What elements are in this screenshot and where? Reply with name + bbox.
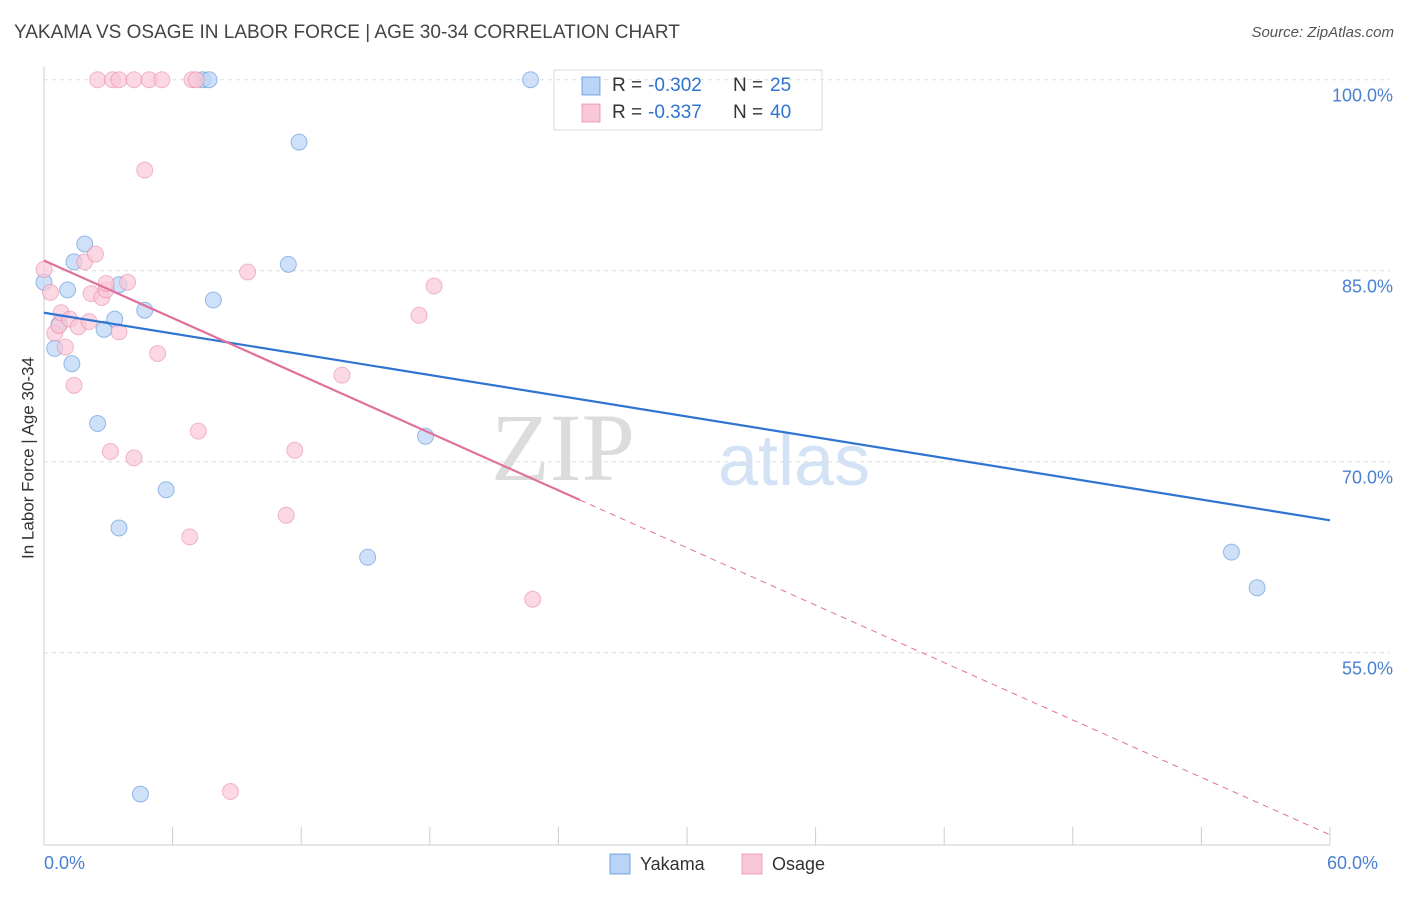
point xyxy=(279,255,297,273)
point xyxy=(524,590,542,608)
point xyxy=(56,338,74,356)
trend-line xyxy=(43,311,1331,522)
x-tick-label: 60.0% xyxy=(1327,853,1378,873)
point xyxy=(125,449,143,467)
source: Source: ZipAtlas.com xyxy=(1251,24,1394,41)
point xyxy=(89,415,107,433)
x-tick-label: 0.0% xyxy=(44,853,85,873)
legend-r: -0.337 xyxy=(648,102,702,123)
legend-label: Yakama xyxy=(640,854,706,874)
legend-swatch xyxy=(741,853,763,875)
point xyxy=(65,376,83,394)
point xyxy=(1222,543,1240,561)
watermark: ZIP xyxy=(491,394,635,501)
point xyxy=(125,71,143,89)
point xyxy=(187,71,205,89)
y-tick-label: 100.0% xyxy=(1332,85,1393,105)
y-tick-label: 85.0% xyxy=(1342,276,1393,296)
legend-n-label: N = xyxy=(733,102,763,123)
point xyxy=(136,161,154,179)
trend-line xyxy=(43,259,581,501)
legend-n: 25 xyxy=(770,75,791,96)
legend-r-label: R = xyxy=(612,102,642,123)
point xyxy=(286,441,304,459)
point xyxy=(131,785,149,803)
point xyxy=(149,344,167,362)
point xyxy=(119,273,137,291)
point xyxy=(410,306,428,324)
legend-label: Osage xyxy=(772,854,825,874)
point xyxy=(89,71,107,89)
point xyxy=(189,422,207,440)
y-tick-label: 70.0% xyxy=(1342,467,1393,487)
legend-n-label: N = xyxy=(733,75,763,96)
point xyxy=(425,277,443,295)
point xyxy=(522,71,540,89)
legend-r: -0.302 xyxy=(648,75,702,96)
point xyxy=(153,71,171,89)
point xyxy=(63,355,81,373)
point xyxy=(221,783,239,801)
legend-swatch xyxy=(581,103,601,123)
y-tick-label: 55.0% xyxy=(1342,658,1393,678)
point xyxy=(359,548,377,566)
trend-line-extension xyxy=(579,499,1331,836)
legend-swatch xyxy=(581,76,601,96)
legend-n: 40 xyxy=(770,102,791,123)
legend-r-label: R = xyxy=(612,75,642,96)
point xyxy=(110,519,128,537)
point xyxy=(204,291,222,309)
point xyxy=(1248,579,1266,597)
point xyxy=(181,528,199,546)
point xyxy=(59,281,77,299)
chart-title: YAKAMA VS OSAGE IN LABOR FORCE | AGE 30-… xyxy=(14,22,680,43)
point xyxy=(110,71,128,89)
point xyxy=(101,443,119,461)
point xyxy=(76,235,94,253)
point xyxy=(86,245,104,263)
point xyxy=(239,263,257,281)
legend-swatch xyxy=(609,853,631,875)
point xyxy=(277,506,295,524)
point xyxy=(333,366,351,384)
y-axis-label: In Labor Force | Age 30-34 xyxy=(18,357,37,559)
point xyxy=(157,481,175,499)
point xyxy=(290,133,308,151)
point xyxy=(41,283,59,301)
